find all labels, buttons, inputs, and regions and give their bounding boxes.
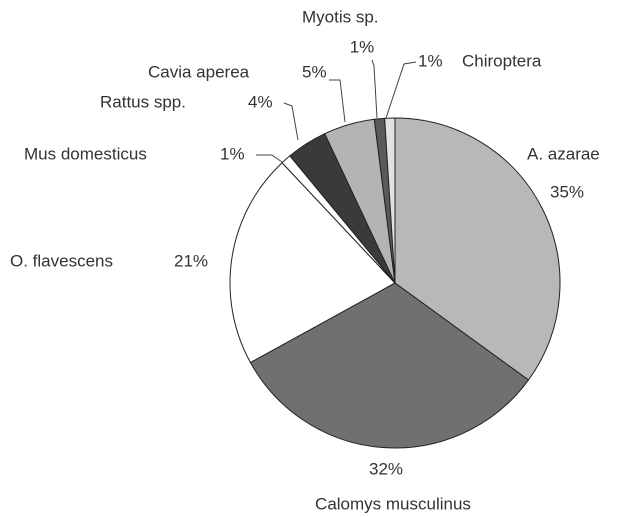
value-label: 1% [220, 144, 245, 163]
pie-slice [249, 282, 530, 449]
value-label: 1% [418, 51, 443, 70]
category-label: Calomys musculinus [315, 494, 471, 513]
value-label: 1% [350, 37, 375, 56]
leader-line [283, 102, 299, 141]
value-label: 35% [550, 182, 584, 201]
value-label: 4% [248, 92, 273, 111]
leader-line [329, 79, 346, 123]
leader-line [256, 154, 283, 163]
pie-slice [394, 117, 561, 381]
category-label: Chiroptera [462, 51, 542, 70]
category-label: Rattus spp. [100, 92, 186, 111]
category-label: A. azarae [527, 144, 600, 163]
category-label: Mus domesticus [24, 144, 147, 163]
value-label: 5% [302, 62, 327, 81]
value-label: 32% [369, 459, 403, 478]
value-label: 21% [174, 251, 208, 270]
category-label: O. flavescens [10, 251, 113, 270]
category-label: Cavia aperea [148, 62, 250, 81]
pie-slice [229, 162, 396, 364]
category-label: Myotis sp. [302, 7, 379, 26]
leader-line [371, 59, 378, 119]
pie-slice [384, 117, 396, 284]
leader-line [385, 61, 417, 119]
